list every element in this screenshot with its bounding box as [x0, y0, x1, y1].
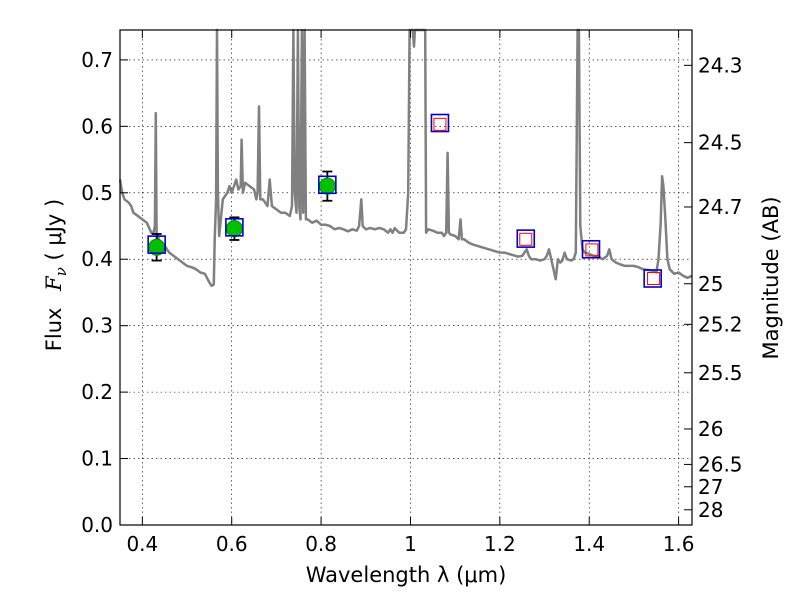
y-tick-label: 0.2 — [81, 380, 113, 404]
x-tick-label: 0.4 — [126, 532, 158, 556]
x-tick-label: 1.4 — [573, 532, 605, 556]
predicted-flux-marker — [433, 117, 447, 131]
model-band-flux-marker — [147, 235, 166, 254]
y-tick-label: 0.3 — [81, 314, 113, 338]
y-axis-label-subscript: ν — [52, 267, 70, 276]
model-band-flux-marker — [643, 269, 662, 288]
x-tick-label: 0.6 — [216, 532, 248, 556]
model-band-flux-marker — [581, 239, 601, 259]
mag-tick-label: 24.5 — [698, 131, 743, 155]
y-tick-label: 0.1 — [81, 447, 113, 471]
x-axis-ticks: 0.4 0.6 0.8 1 1.2 1.4 1.6 — [126, 30, 695, 556]
predicted-flux-marker — [519, 232, 533, 246]
mag-tick-label: 24.3 — [698, 53, 743, 77]
sed-model-line — [118, 28, 693, 288]
model-band-flux-marker — [516, 229, 536, 248]
y-axis-label: Flux Fν ( μJy ) — [42, 199, 70, 351]
x-tick-label: 0.8 — [305, 532, 337, 556]
y-axis-label-symbol: F — [42, 275, 66, 292]
x-axis-label: Wavelength λ (μm) — [306, 563, 507, 587]
model-band-flux-marker — [430, 113, 450, 133]
mag-tick-label: 26.5 — [698, 452, 743, 476]
mag-tick-label: 24.7 — [698, 195, 743, 219]
predicted-flux-marker — [585, 243, 599, 257]
y-tick-label: 0.5 — [81, 181, 113, 205]
x-tick-label: 1 — [404, 532, 417, 556]
mag-tick-label: 25.5 — [698, 361, 743, 385]
y-axis-label-unit-open: ( — [42, 246, 66, 268]
predicted-flux-marker — [647, 271, 661, 285]
y-axis-label-unit: μJy — [42, 214, 66, 246]
y-axis-label-flux: Flux — [42, 308, 66, 352]
y2-axis-label: Magnitude (AB) — [759, 196, 783, 359]
photometry-markers — [147, 113, 662, 288]
plot-frame — [119, 29, 693, 526]
plot-area — [118, 28, 693, 288]
mag-tick-label: 27 — [698, 475, 723, 499]
mag-tick-label: 26 — [698, 417, 723, 441]
y-axis-ticks: 0.0 0.1 0.2 0.3 0.4 0.5 0.6 0.7 — [81, 48, 128, 537]
mag-tick-label: 28 — [698, 498, 723, 522]
y-tick-label: 0.4 — [81, 247, 113, 271]
model-band-flux-marker — [318, 175, 337, 195]
mag-tick-label: 25 — [698, 272, 723, 296]
y-tick-label: 0.6 — [81, 114, 113, 138]
x-tick-label: 1.6 — [663, 532, 695, 556]
y-tick-label: 0.7 — [81, 48, 113, 72]
x-tick-label: 1.2 — [484, 532, 516, 556]
y-axis-label-unit-close: ) — [42, 199, 66, 214]
observed-flux-point — [318, 177, 336, 195]
mag-tick-label: 25.2 — [698, 312, 743, 336]
model-band-flux-marker — [225, 218, 244, 237]
y-tick-label: 0.0 — [81, 513, 113, 537]
observed-flux-point — [225, 220, 243, 238]
